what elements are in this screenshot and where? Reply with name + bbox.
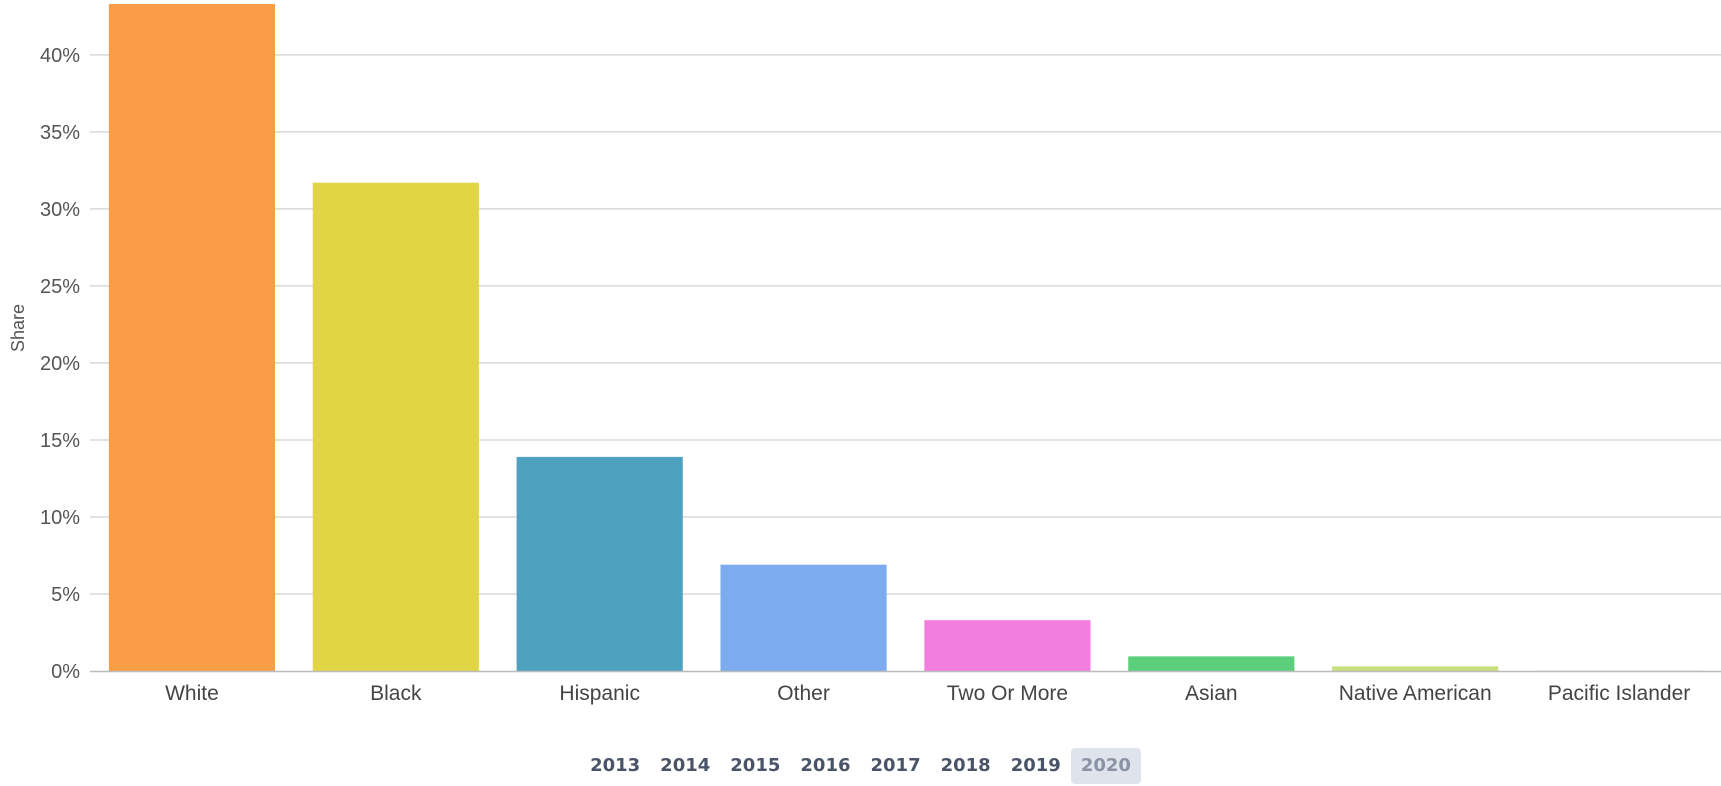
x-tick-label: Native American (1339, 682, 1492, 705)
y-tick-label: 10% (40, 507, 80, 529)
bars (108, 4, 1703, 671)
y-tick-label: 0% (51, 661, 80, 683)
x-tick-label: Hispanic (559, 682, 640, 705)
bar-black[interactable] (312, 182, 479, 671)
year-selector: 2013 2014 2015 2016 2017 2018 2019 2020 (0, 748, 1721, 784)
bar-other[interactable] (720, 564, 887, 671)
year-button-2016[interactable]: 2016 (800, 755, 851, 776)
x-tick-label: Asian (1185, 682, 1238, 705)
x-axis-ticks: White Black Hispanic Other Two Or More Asian N… (165, 682, 1690, 705)
bar-chart: 0% 5% 10% 15% 20% 25% 30% 35% 40% Share White Bla… (8, 4, 1721, 705)
bar-asian[interactable] (1128, 656, 1295, 671)
year-button-2014[interactable]: 2014 (660, 755, 711, 776)
x-tick-label: Other (777, 682, 830, 705)
x-tick-label: Pacific Islander (1548, 682, 1690, 705)
x-tick-label: Two Or More (947, 682, 1068, 705)
year-button-2017[interactable]: 2017 (870, 755, 921, 776)
year-button-2019[interactable]: 2019 (1010, 755, 1061, 776)
y-axis-ticks: 0% 5% 10% 15% 20% 25% 30% 35% 40% (40, 45, 80, 683)
y-tick-label: 15% (40, 430, 80, 452)
year-button-2015[interactable]: 2015 (730, 755, 781, 776)
x-tick-label: White (165, 682, 219, 705)
year-button-2020[interactable]: 2020 (1070, 748, 1141, 784)
y-tick-label: 40% (40, 45, 80, 67)
y-tick-label: 35% (40, 122, 80, 144)
bar-hispanic[interactable] (516, 456, 683, 671)
year-button-2013[interactable]: 2013 (590, 755, 641, 776)
bar-two-or-more[interactable] (924, 620, 1091, 671)
year-button-2018[interactable]: 2018 (940, 755, 991, 776)
y-tick-label: 25% (40, 276, 80, 298)
x-tick-label: Black (370, 682, 422, 705)
y-tick-label: 5% (51, 584, 80, 606)
y-tick-label: 20% (40, 353, 80, 375)
bar-white[interactable] (108, 4, 276, 671)
y-tick-label: 30% (40, 199, 80, 221)
y-axis-label: Share (8, 304, 28, 352)
bar-native-american[interactable] (1332, 666, 1499, 671)
